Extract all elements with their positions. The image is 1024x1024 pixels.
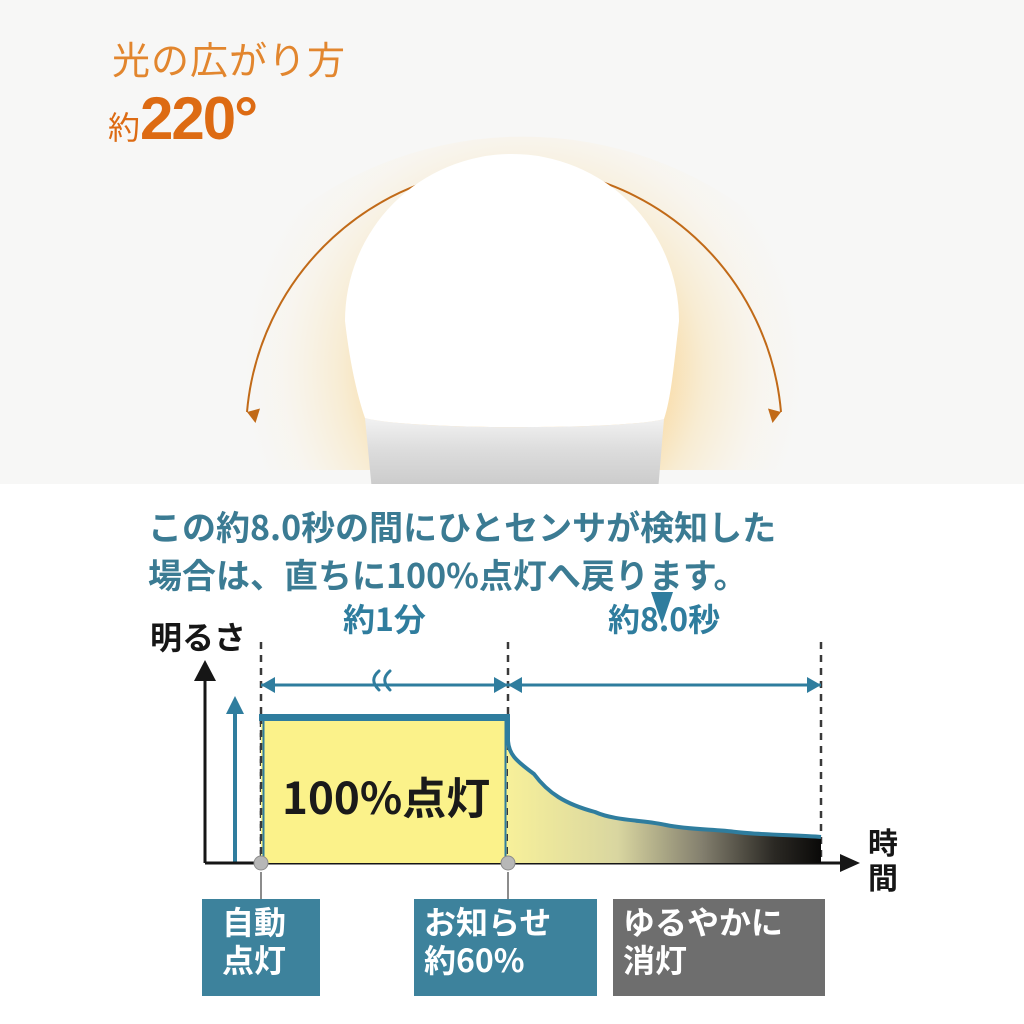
svg-text:消灯: 消灯 [623,936,687,982]
svg-text:明るさ: 明るさ [150,613,246,659]
svg-text:100%点灯: 100%点灯 [282,763,490,827]
svg-text:間: 間 [868,854,898,898]
svg-text:点灯: 点灯 [222,936,286,982]
svg-text:約60%: 約60% [424,936,525,982]
svg-text:約1分: 約1分 [343,595,426,641]
